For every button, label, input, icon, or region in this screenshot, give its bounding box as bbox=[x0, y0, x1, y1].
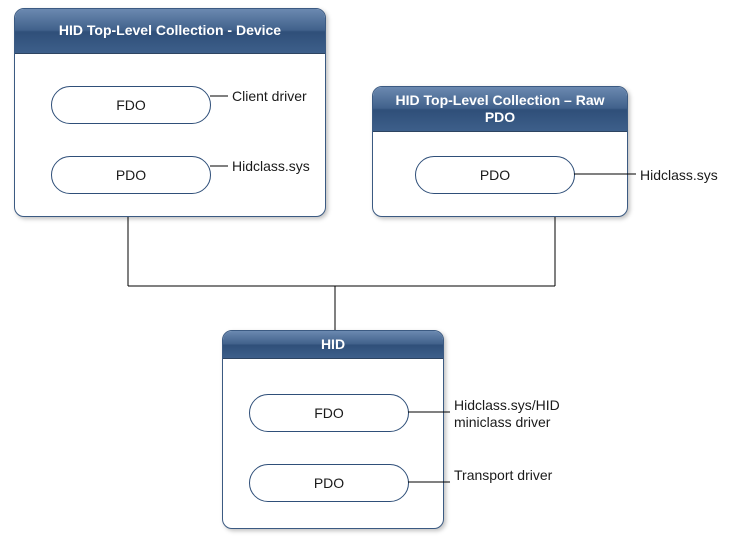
hid-fdo-text: FDO bbox=[314, 405, 344, 421]
label-hidclass-mini: Hidclass.sys/HID miniclass driver bbox=[454, 397, 584, 431]
panel-hid: HID FDO PDO bbox=[222, 330, 444, 529]
panel-device-header: HID Top-Level Collection - Device bbox=[15, 9, 325, 54]
device-fdo-text: FDO bbox=[116, 97, 146, 113]
panel-rawpdo-header: HID Top-Level Collection – Raw PDO bbox=[373, 87, 627, 132]
hid-pdo-pill: PDO bbox=[249, 464, 409, 502]
panel-hid-header: HID bbox=[223, 331, 443, 359]
panel-rawpdo: HID Top-Level Collection – Raw PDO PDO bbox=[372, 86, 628, 217]
device-fdo-pill: FDO bbox=[51, 86, 211, 124]
panel-hid-title: HID bbox=[321, 336, 345, 354]
label-hidclass-right: Hidclass.sys bbox=[640, 167, 718, 184]
label-client-driver: Client driver bbox=[232, 88, 307, 105]
label-transport: Transport driver bbox=[454, 467, 554, 484]
panel-device: HID Top-Level Collection - Device FDO PD… bbox=[14, 8, 326, 217]
device-pdo-pill: PDO bbox=[51, 156, 211, 194]
hid-pdo-text: PDO bbox=[314, 475, 344, 491]
rawpdo-pdo-pill: PDO bbox=[415, 156, 575, 194]
device-pdo-text: PDO bbox=[116, 167, 146, 183]
rawpdo-pdo-text: PDO bbox=[480, 167, 510, 183]
panel-device-title: HID Top-Level Collection - Device bbox=[59, 22, 281, 40]
label-hidclass-top: Hidclass.sys bbox=[232, 158, 310, 175]
panel-rawpdo-title: HID Top-Level Collection – Raw PDO bbox=[381, 92, 619, 127]
hid-fdo-pill: FDO bbox=[249, 394, 409, 432]
